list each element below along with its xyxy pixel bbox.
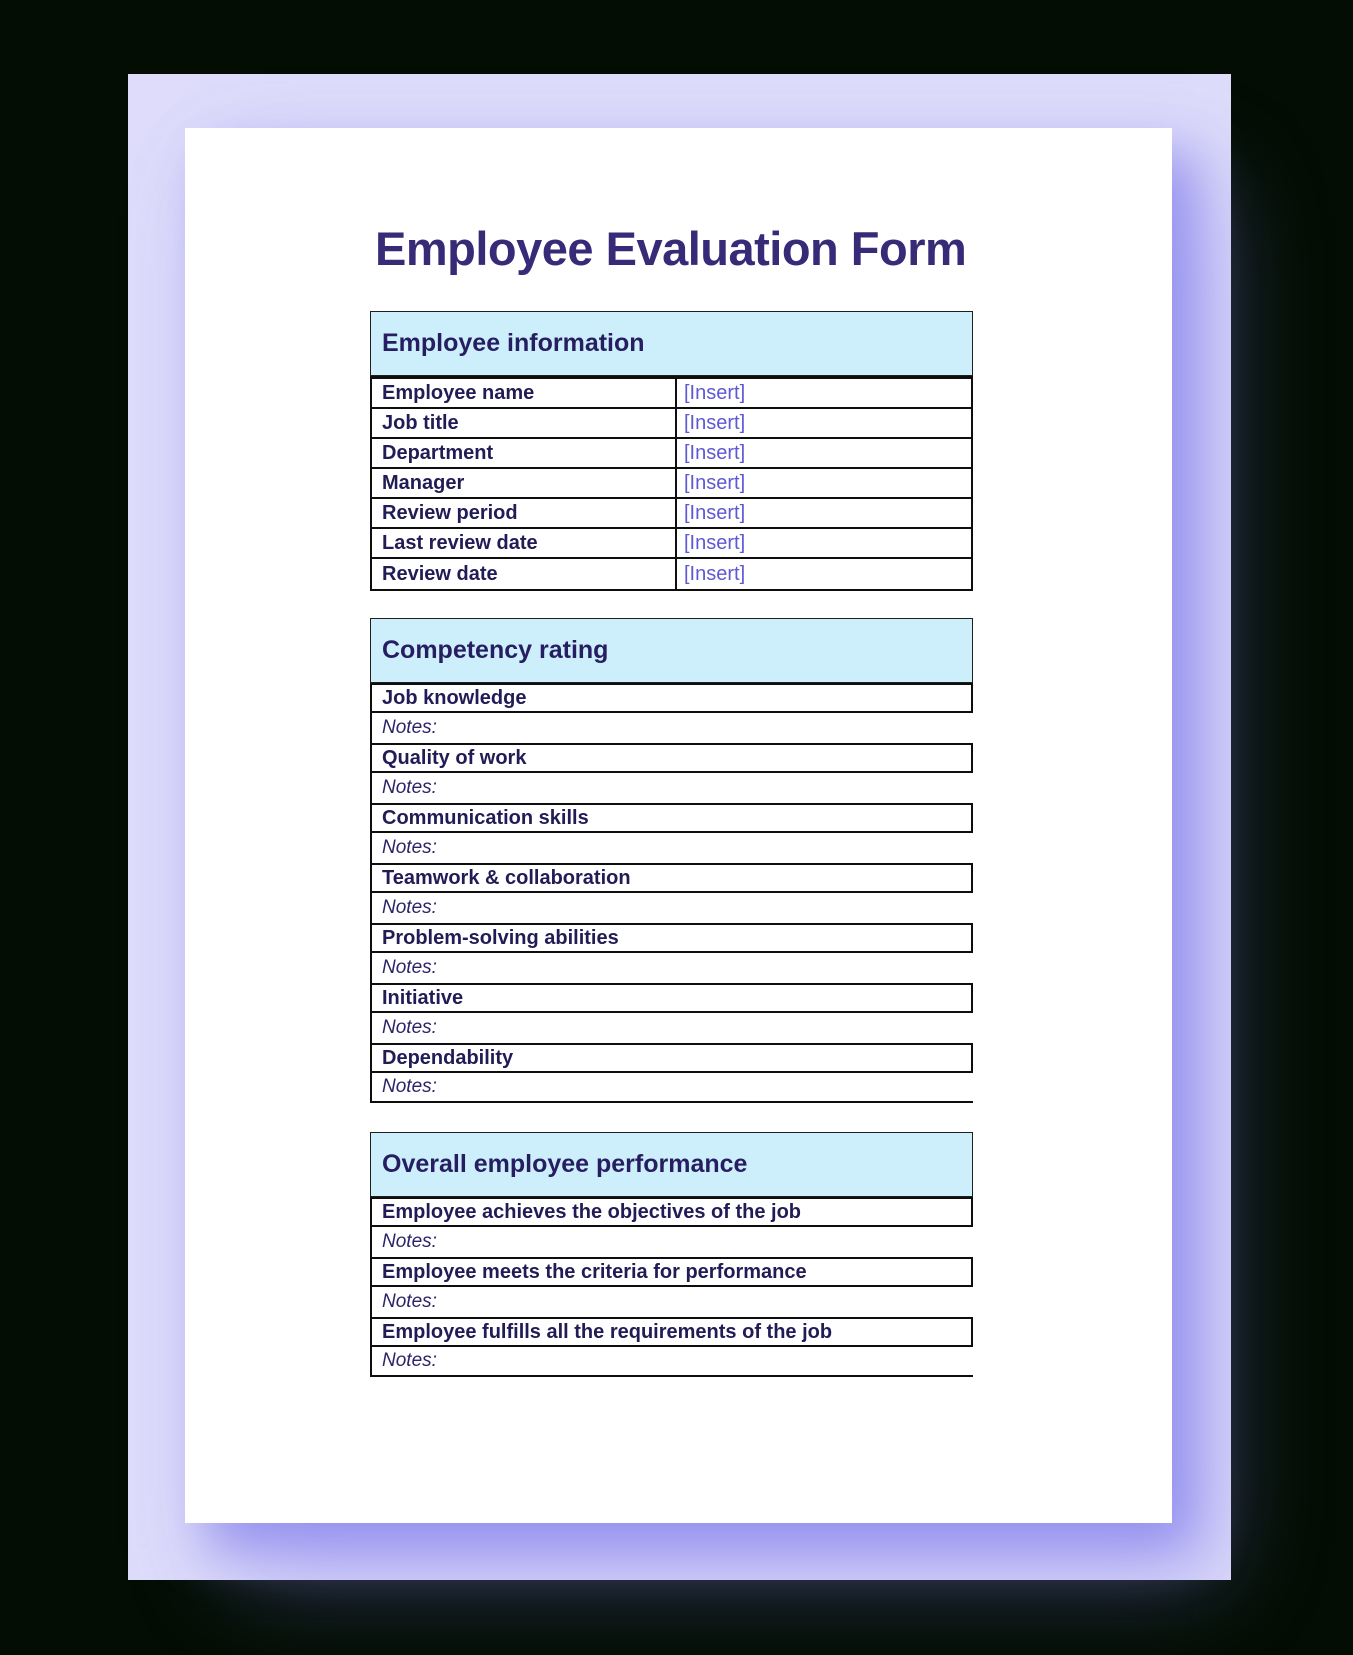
criterion-row: Initiative	[370, 983, 973, 1013]
section-header-label: Employee information	[382, 329, 645, 357]
insert-field[interactable]: [Insert]	[684, 501, 746, 524]
document-page: Employee Evaluation Form Employee inform…	[185, 128, 1172, 1523]
row-label: Review period	[372, 499, 677, 527]
table-row: Last review date [Insert]	[372, 529, 971, 559]
criterion-row: Quality of work	[370, 743, 973, 773]
row-label: Employee name	[372, 379, 677, 407]
criterion-row: Employee fulfills all the requirements o…	[370, 1317, 973, 1347]
criterion-row: Dependability	[370, 1043, 973, 1073]
notes-row[interactable]: Notes:	[370, 1227, 973, 1257]
row-label: Last review date	[372, 529, 677, 557]
section-header-label: Overall employee performance	[382, 1150, 748, 1178]
row-label: Department	[372, 439, 677, 467]
criterion-row: Employee meets the criteria for performa…	[370, 1257, 973, 1287]
competency-rating-table: Competency rating Job knowledge Notes: Q…	[370, 618, 973, 1103]
employee-information-header: Employee information	[370, 311, 973, 376]
criterion-row: Problem-solving abilities	[370, 923, 973, 953]
lavender-mat: Employee Evaluation Form Employee inform…	[128, 74, 1231, 1580]
notes-row[interactable]: Notes:	[370, 713, 973, 743]
table-row: Job title [Insert]	[372, 409, 971, 439]
row-label: Job title	[372, 409, 677, 437]
overall-performance-table: Overall employee performance Employee ac…	[370, 1132, 973, 1377]
insert-field[interactable]: [Insert]	[684, 562, 746, 585]
notes-row[interactable]: Notes:	[370, 1347, 973, 1377]
table-row: Employee name [Insert]	[372, 379, 971, 409]
criterion-row: Communication skills	[370, 803, 973, 833]
overall-performance-header: Overall employee performance	[370, 1132, 973, 1197]
criterion-row: Teamwork & collaboration	[370, 863, 973, 893]
insert-field[interactable]: [Insert]	[684, 381, 746, 404]
insert-field[interactable]: [Insert]	[684, 441, 746, 464]
employee-information-table: Employee information Employee name [Inse…	[370, 311, 973, 591]
notes-row[interactable]: Notes:	[370, 833, 973, 863]
notes-row[interactable]: Notes:	[370, 773, 973, 803]
table-row: Review period [Insert]	[372, 499, 971, 529]
insert-field[interactable]: [Insert]	[684, 531, 746, 554]
competency-rating-header: Competency rating	[370, 618, 973, 683]
criterion-row: Employee achieves the objectives of the …	[370, 1197, 973, 1227]
notes-row[interactable]: Notes:	[370, 1073, 973, 1103]
insert-field[interactable]: [Insert]	[684, 471, 746, 494]
section-header-label: Competency rating	[382, 636, 609, 664]
employee-information-body: Employee name [Insert] Job title [Insert…	[370, 376, 973, 591]
page-title: Employee Evaluation Form	[375, 222, 967, 275]
notes-row[interactable]: Notes:	[370, 893, 973, 923]
table-row: Review date [Insert]	[372, 559, 971, 589]
notes-row[interactable]: Notes:	[370, 1013, 973, 1043]
table-row: Manager [Insert]	[372, 469, 971, 499]
notes-row[interactable]: Notes:	[370, 1287, 973, 1317]
row-label: Manager	[372, 469, 677, 497]
row-label: Review date	[372, 559, 677, 589]
table-row: Department [Insert]	[372, 439, 971, 469]
insert-field[interactable]: [Insert]	[684, 411, 746, 434]
criterion-row: Job knowledge	[370, 683, 973, 713]
notes-row[interactable]: Notes:	[370, 953, 973, 983]
